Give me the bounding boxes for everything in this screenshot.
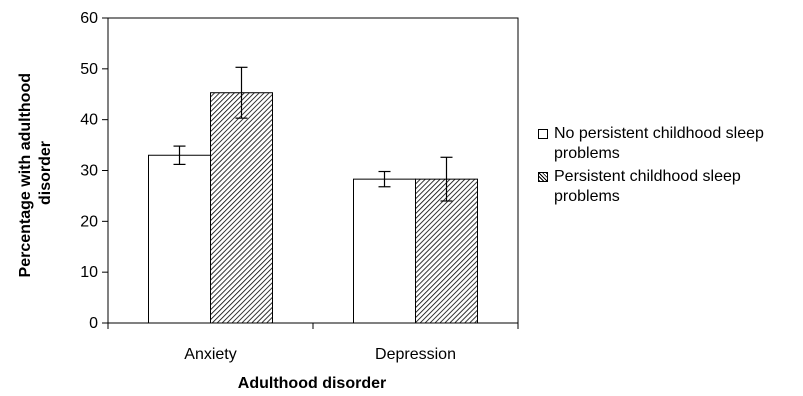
bar-persistent-depression — [415, 178, 478, 324]
legend-swatch-hatched — [538, 172, 548, 182]
y-tick-label: 40 — [80, 112, 98, 129]
y-tick-label: 20 — [80, 213, 98, 230]
legend-item-persistent: Persistent childhood sleep problems — [538, 167, 803, 207]
y-tick-label: 10 — [80, 264, 98, 281]
legend-label-persistent: Persistent childhood sleep problems — [554, 168, 741, 205]
x-tick-label: Depression — [375, 346, 456, 363]
x-tick-label: Anxiety — [184, 346, 236, 363]
bar-persistent-anxiety — [210, 92, 273, 324]
legend-swatch-plain — [538, 129, 548, 139]
bar-no-persistent-depression — [353, 178, 416, 324]
y-tick-label: 60 — [80, 10, 98, 27]
y-tick-label: 0 — [89, 315, 98, 332]
legend-item-no-persistent: No persistent childhood sleep problems — [538, 124, 803, 164]
y-tick-label: 50 — [80, 61, 98, 78]
legend: No persistent childhood sleep problems P… — [538, 124, 803, 210]
y-axis-title-line-1: Percentage with adulthood — [17, 73, 34, 277]
legend-label-no-persistent: No persistent childhood sleep problems — [554, 125, 764, 162]
bar-no-persistent-anxiety — [148, 154, 211, 324]
plot-area: 0 10 20 30 40 50 60 Anxiety Depression — [80, 10, 519, 363]
y-tick-label: 30 — [80, 163, 98, 180]
y-axis-title: Percentage with adulthood disorder — [17, 69, 54, 278]
y-axis-title-line-2: disorder — [37, 141, 54, 205]
x-axis-title: Adulthood disorder — [238, 375, 386, 392]
